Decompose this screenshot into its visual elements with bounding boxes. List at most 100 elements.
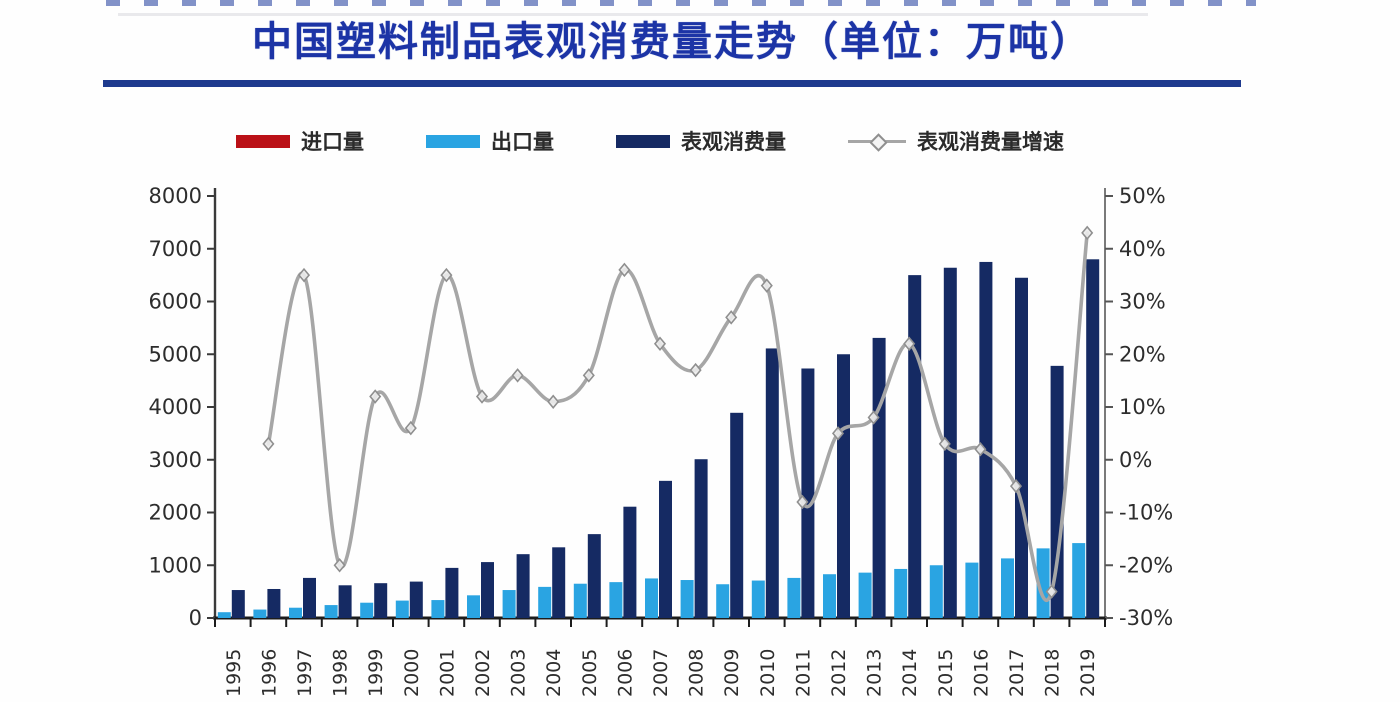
bar [467, 595, 480, 618]
x-axis-year-label: 1996 [258, 649, 280, 697]
legend-item-1: 出口量 [426, 126, 554, 156]
bar [395, 600, 409, 618]
diamond-marker-icon [938, 436, 951, 452]
legend-swatch-icon [426, 134, 480, 148]
bar [1086, 259, 1100, 618]
bar [787, 577, 801, 618]
diamond-marker-icon [404, 420, 417, 436]
bar [267, 588, 281, 618]
diamond-marker-icon [974, 441, 987, 457]
bar [538, 586, 552, 618]
x-axis-year-label: 2015 [935, 649, 957, 697]
left-axis-tick-label: 4000 [149, 395, 202, 419]
title-underline [103, 80, 1241, 87]
diamond-marker-icon [618, 262, 631, 278]
left-axis-tick-label: 8000 [149, 184, 202, 208]
bar [730, 412, 744, 618]
legend-swatch-icon [236, 134, 290, 148]
diamond-marker-icon [511, 368, 524, 383]
diamond-marker-icon [547, 394, 560, 409]
bar [943, 267, 957, 618]
diamond-marker-icon [760, 278, 773, 293]
x-axis-year-label: 1998 [330, 649, 352, 697]
bar [765, 348, 779, 618]
diamond-marker-icon [1081, 225, 1094, 241]
diamond-marker-icon [440, 267, 453, 283]
right-axis-tick-label: 50% [1119, 184, 1166, 208]
x-axis-year-label: 2007 [650, 649, 672, 697]
bar [965, 562, 979, 618]
bar [552, 547, 566, 618]
chart-title: 中国塑料制品表观消费量走势（单位：万吨） [252, 19, 1092, 65]
right-axis-tick-label: -10% [1119, 501, 1173, 525]
x-axis-labels: 1995 1996 1997 1998 1999 2000 2001 2002 2003 2004… [223, 649, 1099, 697]
axes: 8000 7000 6000 5000 4000 3000 2000 1000 0 50% 40% 3… [149, 184, 1174, 630]
diamond-marker-icon [867, 410, 880, 425]
left-axis-tick-label: 2000 [149, 501, 202, 525]
right-axis-tick-label: 0% [1119, 448, 1152, 472]
x-axis-year-label: 1997 [294, 649, 316, 697]
growth-line-path [266, 231, 1089, 603]
bars-export [217, 543, 1086, 618]
bar [253, 609, 267, 618]
bar [217, 612, 231, 618]
bar [823, 574, 836, 618]
diamond-marker-icon [297, 267, 311, 283]
x-axis-year-label: 2018 [1042, 649, 1064, 697]
legend-label: 进口量 [301, 130, 364, 154]
bar [303, 577, 316, 618]
bar [837, 354, 850, 618]
bar [231, 590, 245, 618]
right-axis-tick-label: 20% [1119, 342, 1166, 366]
bar [573, 583, 587, 618]
bar [801, 368, 815, 618]
diamond-marker-icon [1045, 584, 1058, 599]
x-axis-year-label: 2000 [401, 649, 423, 697]
diamond-marker-icon [369, 389, 382, 404]
diamond-marker-icon [796, 494, 809, 510]
x-axis-year-label: 2019 [1077, 649, 1099, 697]
bar [609, 582, 623, 618]
bar [1001, 558, 1014, 618]
legend-swatch-icon [616, 134, 670, 148]
bar [324, 605, 338, 618]
bar [409, 581, 423, 618]
growth-rate-line [262, 225, 1094, 603]
x-axis-year-label: 1999 [365, 649, 387, 697]
x-axis-year-label: 2010 [757, 649, 779, 697]
diamond-marker-icon [333, 558, 346, 573]
bar [1050, 365, 1064, 618]
right-axis-tick-label: 30% [1119, 290, 1166, 314]
bar [908, 275, 922, 618]
right-axis-tick-label: 10% [1119, 395, 1166, 419]
cropped-text-artifact [106, 0, 1256, 6]
bars-consumption [231, 259, 1100, 618]
right-axis-tick-label: 40% [1119, 237, 1166, 261]
legend-label: 表观消费量 [681, 130, 786, 154]
bar [659, 480, 672, 618]
bar [751, 580, 765, 618]
x-axis-year-label: 2003 [508, 649, 530, 697]
diamond-marker-icon [1009, 478, 1023, 494]
left-axis-tick-label: 5000 [149, 342, 202, 366]
x-axis-year-label: 2016 [970, 649, 992, 697]
bar [979, 261, 993, 618]
x-axis-year-label: 2004 [543, 649, 565, 697]
bar [872, 337, 886, 618]
x-axis-year-label: 2017 [1006, 649, 1028, 697]
diamond-marker-icon [903, 336, 916, 351]
left-axis-tick-label: 3000 [149, 448, 202, 472]
bar [481, 562, 494, 618]
right-axis-tick-label: -20% [1119, 553, 1173, 577]
diamond-marker-icon [262, 436, 275, 452]
x-axis-year-label: 2013 [864, 649, 886, 697]
bar [1072, 543, 1086, 618]
bar [338, 585, 352, 618]
left-axis-tick-label: 0 [189, 606, 202, 630]
legend-item-0: 进口量 [236, 126, 364, 156]
x-axis-year-label: 2008 [686, 649, 708, 697]
legend-item-3: 表观消费量增速 [848, 126, 1064, 156]
